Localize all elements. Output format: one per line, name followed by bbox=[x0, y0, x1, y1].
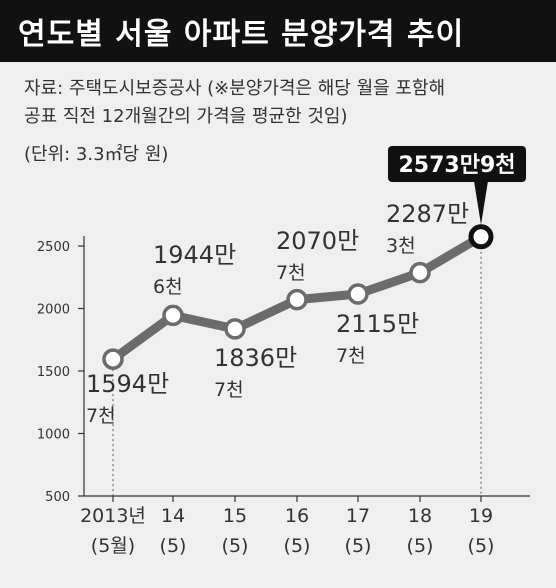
data-label: 6천 bbox=[153, 276, 183, 298]
page-title: 연도별 서울 아파트 분양가격 추이 bbox=[18, 17, 465, 52]
x-tick-sublabel: (5) bbox=[160, 535, 187, 557]
data-point-highlight bbox=[468, 224, 494, 250]
data-point bbox=[347, 283, 369, 305]
x-tick-sublabel: (5) bbox=[468, 535, 495, 557]
x-tick-sublabel: (5) bbox=[222, 535, 249, 557]
y-tick-label: 500 bbox=[45, 490, 70, 505]
y-tick-label: 1500 bbox=[37, 365, 70, 380]
data-label: 7천 bbox=[86, 405, 116, 427]
x-tick-sublabel: (5) bbox=[407, 535, 434, 557]
x-tick-sublabel: (5월) bbox=[91, 535, 135, 557]
data-label: 3천 bbox=[386, 235, 416, 257]
data-label: 2115만 bbox=[336, 310, 419, 338]
x-tick-label: 17 bbox=[346, 505, 370, 527]
callout-label: 2573만9천 bbox=[398, 153, 515, 178]
x-tick-label: 14 bbox=[161, 505, 185, 527]
x-tick-sublabel: (5) bbox=[284, 535, 311, 557]
data-point bbox=[162, 304, 184, 327]
data-label: 7천 bbox=[276, 262, 306, 284]
data-label: 1836만 bbox=[214, 344, 297, 372]
data-label: 2287만 bbox=[386, 200, 469, 228]
x-tick-label: 16 bbox=[285, 505, 309, 527]
data-point bbox=[286, 288, 308, 311]
data-point bbox=[224, 318, 246, 340]
x-tick-label: 19 bbox=[469, 505, 493, 527]
x-tick-sublabel: (5) bbox=[345, 535, 372, 557]
data-label: 1944만 bbox=[153, 241, 236, 269]
unit-note: (단위: 3.3㎡당 원) bbox=[24, 144, 169, 165]
x-tick-label: 18 bbox=[408, 505, 432, 527]
data-label: 1594만 bbox=[86, 370, 169, 398]
data-label: 7천 bbox=[214, 379, 244, 401]
callout-pointer bbox=[474, 181, 488, 225]
y-tick-label: 2500 bbox=[37, 240, 70, 255]
data-point bbox=[409, 261, 431, 284]
source-note-line2: 공표 직전 12개월간의 가격을 평균한 것임) bbox=[24, 106, 348, 127]
y-tick-label: 2000 bbox=[37, 303, 70, 318]
data-point bbox=[102, 348, 124, 370]
callout-box bbox=[388, 146, 526, 182]
data-label: 2070만 bbox=[276, 227, 359, 255]
title-bar: 연도별 서울 아파트 분양가격 추이 bbox=[0, 0, 556, 62]
source-note-line1: 자료: 주택도시보증공사 (※분양가격은 해당 월을 포함해 bbox=[24, 78, 446, 99]
x-tick-label: 2013년 bbox=[80, 505, 146, 527]
y-tick-label: 1000 bbox=[37, 428, 70, 443]
x-tick-label: 15 bbox=[223, 505, 247, 527]
data-label: 7천 bbox=[336, 345, 366, 367]
